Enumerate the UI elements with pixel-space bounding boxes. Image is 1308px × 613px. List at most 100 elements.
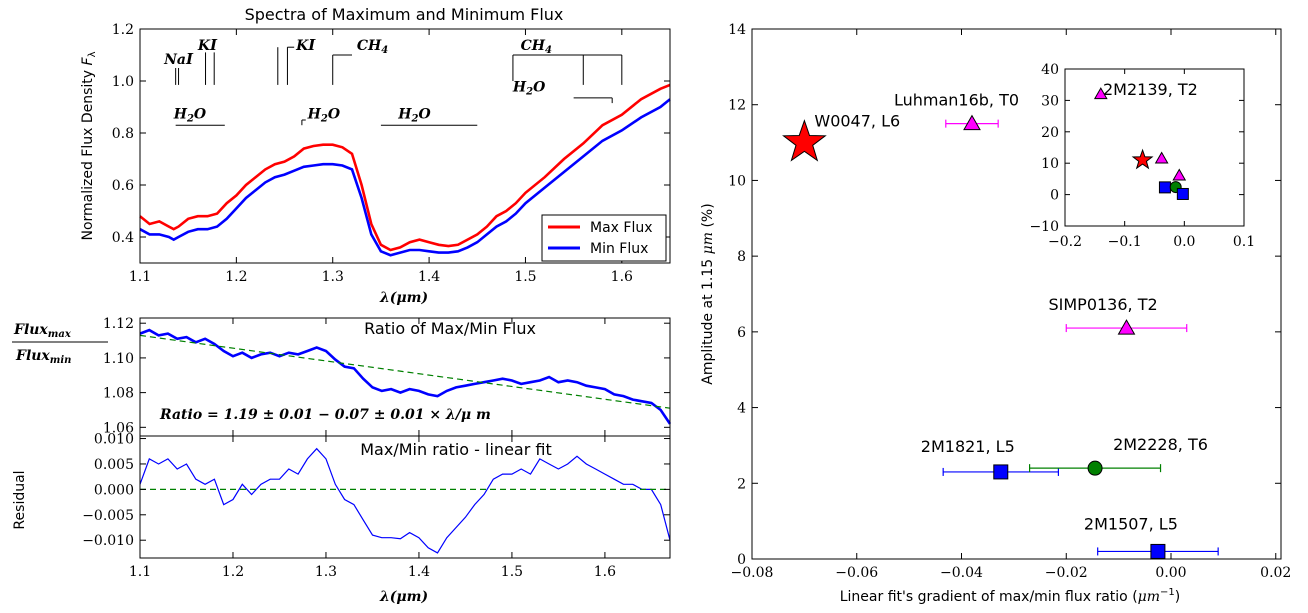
residual-ylabel: Residual [12, 470, 28, 529]
inset-ytick-label-1: 0 [1050, 188, 1059, 204]
scatter-xtick-label-5: 0.02 [1260, 565, 1291, 581]
spectra-ytick-label-3: 1.0 [112, 74, 134, 90]
feature-label-2: KI [295, 36, 316, 54]
feature-label-5: H2O [173, 107, 207, 125]
point-label-w0047: W0047, L6 [814, 112, 900, 131]
residual-xtick-label-0: 1.1 [129, 564, 151, 580]
ratio-ytick-label-1: 1.08 [103, 386, 134, 402]
inset-ytick-label-5: 40 [1041, 62, 1059, 78]
inset-frame [1064, 68, 1245, 227]
point-2m1821 [993, 464, 1009, 480]
scatter-ylabel: Amplitude at 1.15 μm (%) [700, 203, 716, 384]
scatter-frame [751, 28, 1282, 560]
residual-xlabel: λ(μm) [379, 589, 428, 605]
inset-ytick-label-4: 30 [1041, 93, 1059, 109]
svg-text:Fluxmin: Fluxmin [15, 348, 71, 366]
inset-point-4 [1158, 181, 1171, 194]
point-label-luhman16b: Luhman16b, T0 [894, 91, 1019, 110]
scatter-panel: −0.08 −0.06 −0.04 −0.02 0.00 0.0202468101214 … [700, 22, 1291, 605]
inset-point-0 [1093, 87, 1108, 100]
spectra-ytick-label-4: 1.2 [112, 22, 134, 38]
point-label-simp0136: SIMP0136, T2 [1048, 295, 1157, 314]
spectra-xtick-label-0: 1.1 [129, 269, 151, 285]
spectra-frame [139, 28, 671, 264]
spectra-ytick-label-0: 0.4 [112, 230, 134, 246]
scatter-ytick-label-6: 12 [728, 98, 746, 114]
spectra-series-1-min-flux [139, 98, 671, 257]
point-label-2m2228: 2M2228, T6 [1113, 435, 1208, 454]
spectra-ytick-label-2: 0.8 [112, 126, 134, 142]
residual-ytick-label-0: 0.010 [94, 432, 134, 448]
inset-point-6 [1176, 187, 1189, 200]
legend-box [541, 214, 667, 262]
scatter-inset: −0.2 −0.1 0.0 0.1 −10 0 10 20 30 40 2M2139, T2 [1029, 62, 1255, 250]
inset-point-2 [1154, 151, 1169, 164]
residual-xtick-label-1: 1.2 [222, 564, 244, 580]
spectra-xtick-label-4: 1.5 [514, 269, 536, 285]
residual-panel: Max/Min ratio - linear fit 1.1 1.2 1.3 1.4 1… [12, 432, 671, 605]
legend-label-max: Max Flux [590, 220, 653, 236]
feature-label-3: CH4 [357, 38, 388, 56]
scatter-ytick-label-4: 8 [737, 249, 746, 265]
point-label-2m1507: 2M1507, L5 [1084, 514, 1178, 533]
spectra-title: Spectra of Maximum and Minimum Flux [245, 5, 564, 24]
ratio-ylabel: Fluxmax Fluxmin [12, 322, 108, 366]
scatter-xtick-label-4: 0.00 [1155, 565, 1186, 581]
spectra-series-0-max-flux [139, 83, 671, 252]
spectra-ylabel: Normalized Flux Density Fλ [80, 51, 98, 240]
spectra-legend: Max Flux Min Flux [541, 214, 667, 262]
inset-xtick-label-3: 0.1 [1233, 234, 1255, 250]
ratio-fit-equation: Ratio = 1.19 ± 0.01 − 0.07 ± 0.01 × λ/μ … [159, 407, 491, 423]
scatter-ytick-label-1: 2 [737, 476, 746, 492]
scatter-ytick-label-5: 10 [728, 173, 746, 189]
spectra-xtick-label-2: 1.3 [322, 269, 344, 285]
point-2m2228 [1087, 460, 1103, 476]
residual-ytick-label-4: −0.010 [82, 533, 134, 549]
inset-point-1 [1131, 148, 1154, 170]
scatter-xtick-label-0: −0.08 [731, 565, 774, 581]
spectra-xtick-label-5: 1.6 [611, 269, 633, 285]
scatter-ytick-label-3: 6 [737, 325, 746, 341]
residual-xtick-label-3: 1.4 [408, 564, 430, 580]
residual-series-0 [139, 447, 671, 554]
inset-ytick-label-3: 20 [1041, 125, 1059, 141]
ratio-ytick-label-0: 1.06 [103, 420, 134, 436]
residual-title: Max/Min ratio - linear fit [360, 440, 551, 459]
residual-ytick-label-3: −0.005 [82, 508, 134, 524]
feature-label-6: H2O [307, 107, 341, 125]
residual-ytick-label-1: 0.005 [94, 457, 134, 473]
scatter-xtick-label-1: −0.06 [835, 565, 878, 581]
spectra-xtick-label-1: 1.2 [225, 269, 247, 285]
ratio-title: Ratio of Max/Min Flux [364, 319, 536, 338]
point-simp0136 [1117, 319, 1136, 335]
ratio-panel: Ratio of Max/Min Flux 1.06 1.08 1.10 1.12 R… [12, 316, 672, 437]
residual-xtick-label-4: 1.5 [501, 564, 523, 580]
residual-ytick-label-2: 0.000 [94, 482, 134, 498]
svg-text:Fluxmax: Fluxmax [13, 322, 72, 340]
residual-xtick-label-2: 1.3 [315, 564, 337, 580]
inset-point-label-2m2139: 2M2139, T2 [1103, 80, 1198, 99]
ratio-ytick-label-3: 1.12 [103, 316, 134, 332]
inset-xtick-label-2: 0.0 [1173, 234, 1195, 250]
spectra-ytick-label-1: 0.6 [112, 178, 134, 194]
feature-label-4: CH4 [521, 38, 552, 56]
inset-ytick-label-2: 10 [1041, 156, 1059, 172]
point-w0047 [782, 119, 827, 162]
scatter-xtick-label-2: −0.04 [940, 565, 983, 581]
residual-xtick-label-5: 1.6 [594, 564, 616, 580]
residual-frame [139, 435, 671, 559]
feature-label-1: KI [197, 36, 218, 54]
inset-xtick-label-1: −0.1 [1108, 234, 1142, 250]
scatter-ytick-label-7: 14 [728, 22, 746, 38]
inset-ytick-label-0: −10 [1029, 219, 1059, 235]
inset-point-3 [1172, 168, 1187, 181]
scatter-xtick-label-3: −0.02 [1045, 565, 1088, 581]
spectra-panel: Spectra of Maximum and Minimum Flux NaIK… [80, 5, 671, 285]
scatter-ytick-label-0: 0 [737, 552, 746, 568]
ratio-ytick-label-2: 1.10 [103, 351, 134, 367]
scatter-ytick-label-2: 4 [737, 401, 746, 417]
point-2m1507 [1150, 543, 1166, 559]
ratio-series-0 [139, 328, 672, 425]
feature-label-7: H2O [397, 107, 431, 125]
